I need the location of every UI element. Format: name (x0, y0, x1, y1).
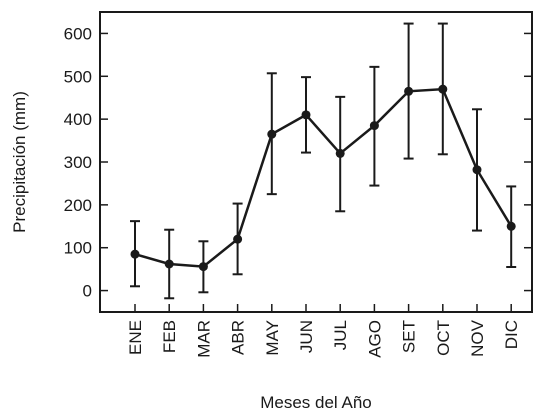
y-tick-label: 500 (64, 67, 92, 86)
series-line (134, 87, 513, 268)
y-tick-label: 0 (83, 282, 92, 301)
x-axis: ENE FEB MAR ABR MAY JUN JUL AGO SET OCT NOV DIC (126, 304, 521, 358)
x-tick-label: ABR (229, 320, 248, 355)
data-points (130, 84, 516, 272)
x-tick-label: JUN (297, 320, 316, 353)
data-point (267, 129, 277, 139)
x-tick-label: DIC (502, 320, 521, 349)
data-point (369, 121, 379, 131)
y-axis-label: Precipitación (mm) (10, 91, 29, 233)
data-point (164, 259, 174, 269)
y-tick-label: 600 (64, 24, 92, 43)
data-point (233, 234, 243, 244)
x-tick-label: MAY (263, 320, 282, 356)
x-tick-label: OCT (434, 320, 453, 356)
data-point (335, 148, 345, 158)
data-point (301, 110, 311, 120)
x-tick-label: SET (400, 320, 419, 353)
y-tick-label: 200 (64, 196, 92, 215)
data-point (506, 221, 516, 231)
data-point (130, 249, 140, 259)
x-axis-label: Meses del Año (260, 393, 372, 412)
x-tick-label: ENE (126, 320, 145, 355)
y-tick-label: 300 (64, 153, 92, 172)
x-tick-label: NOV (468, 319, 487, 357)
y-tick-label: 400 (64, 110, 92, 129)
x-tick-label: AGO (365, 320, 384, 358)
data-point (472, 165, 482, 175)
plot-frame (99, 11, 533, 313)
data-point (198, 262, 208, 272)
y-tick-label: 100 (64, 239, 92, 258)
y-axis: 0 100 200 300 400 500 600 (64, 24, 532, 301)
x-tick-label: MAR (194, 320, 213, 358)
data-point (438, 84, 448, 94)
x-tick-label: FEB (160, 320, 179, 353)
data-point (404, 86, 414, 96)
x-tick-label: JUL (331, 320, 350, 350)
error-bars (130, 22, 517, 300)
